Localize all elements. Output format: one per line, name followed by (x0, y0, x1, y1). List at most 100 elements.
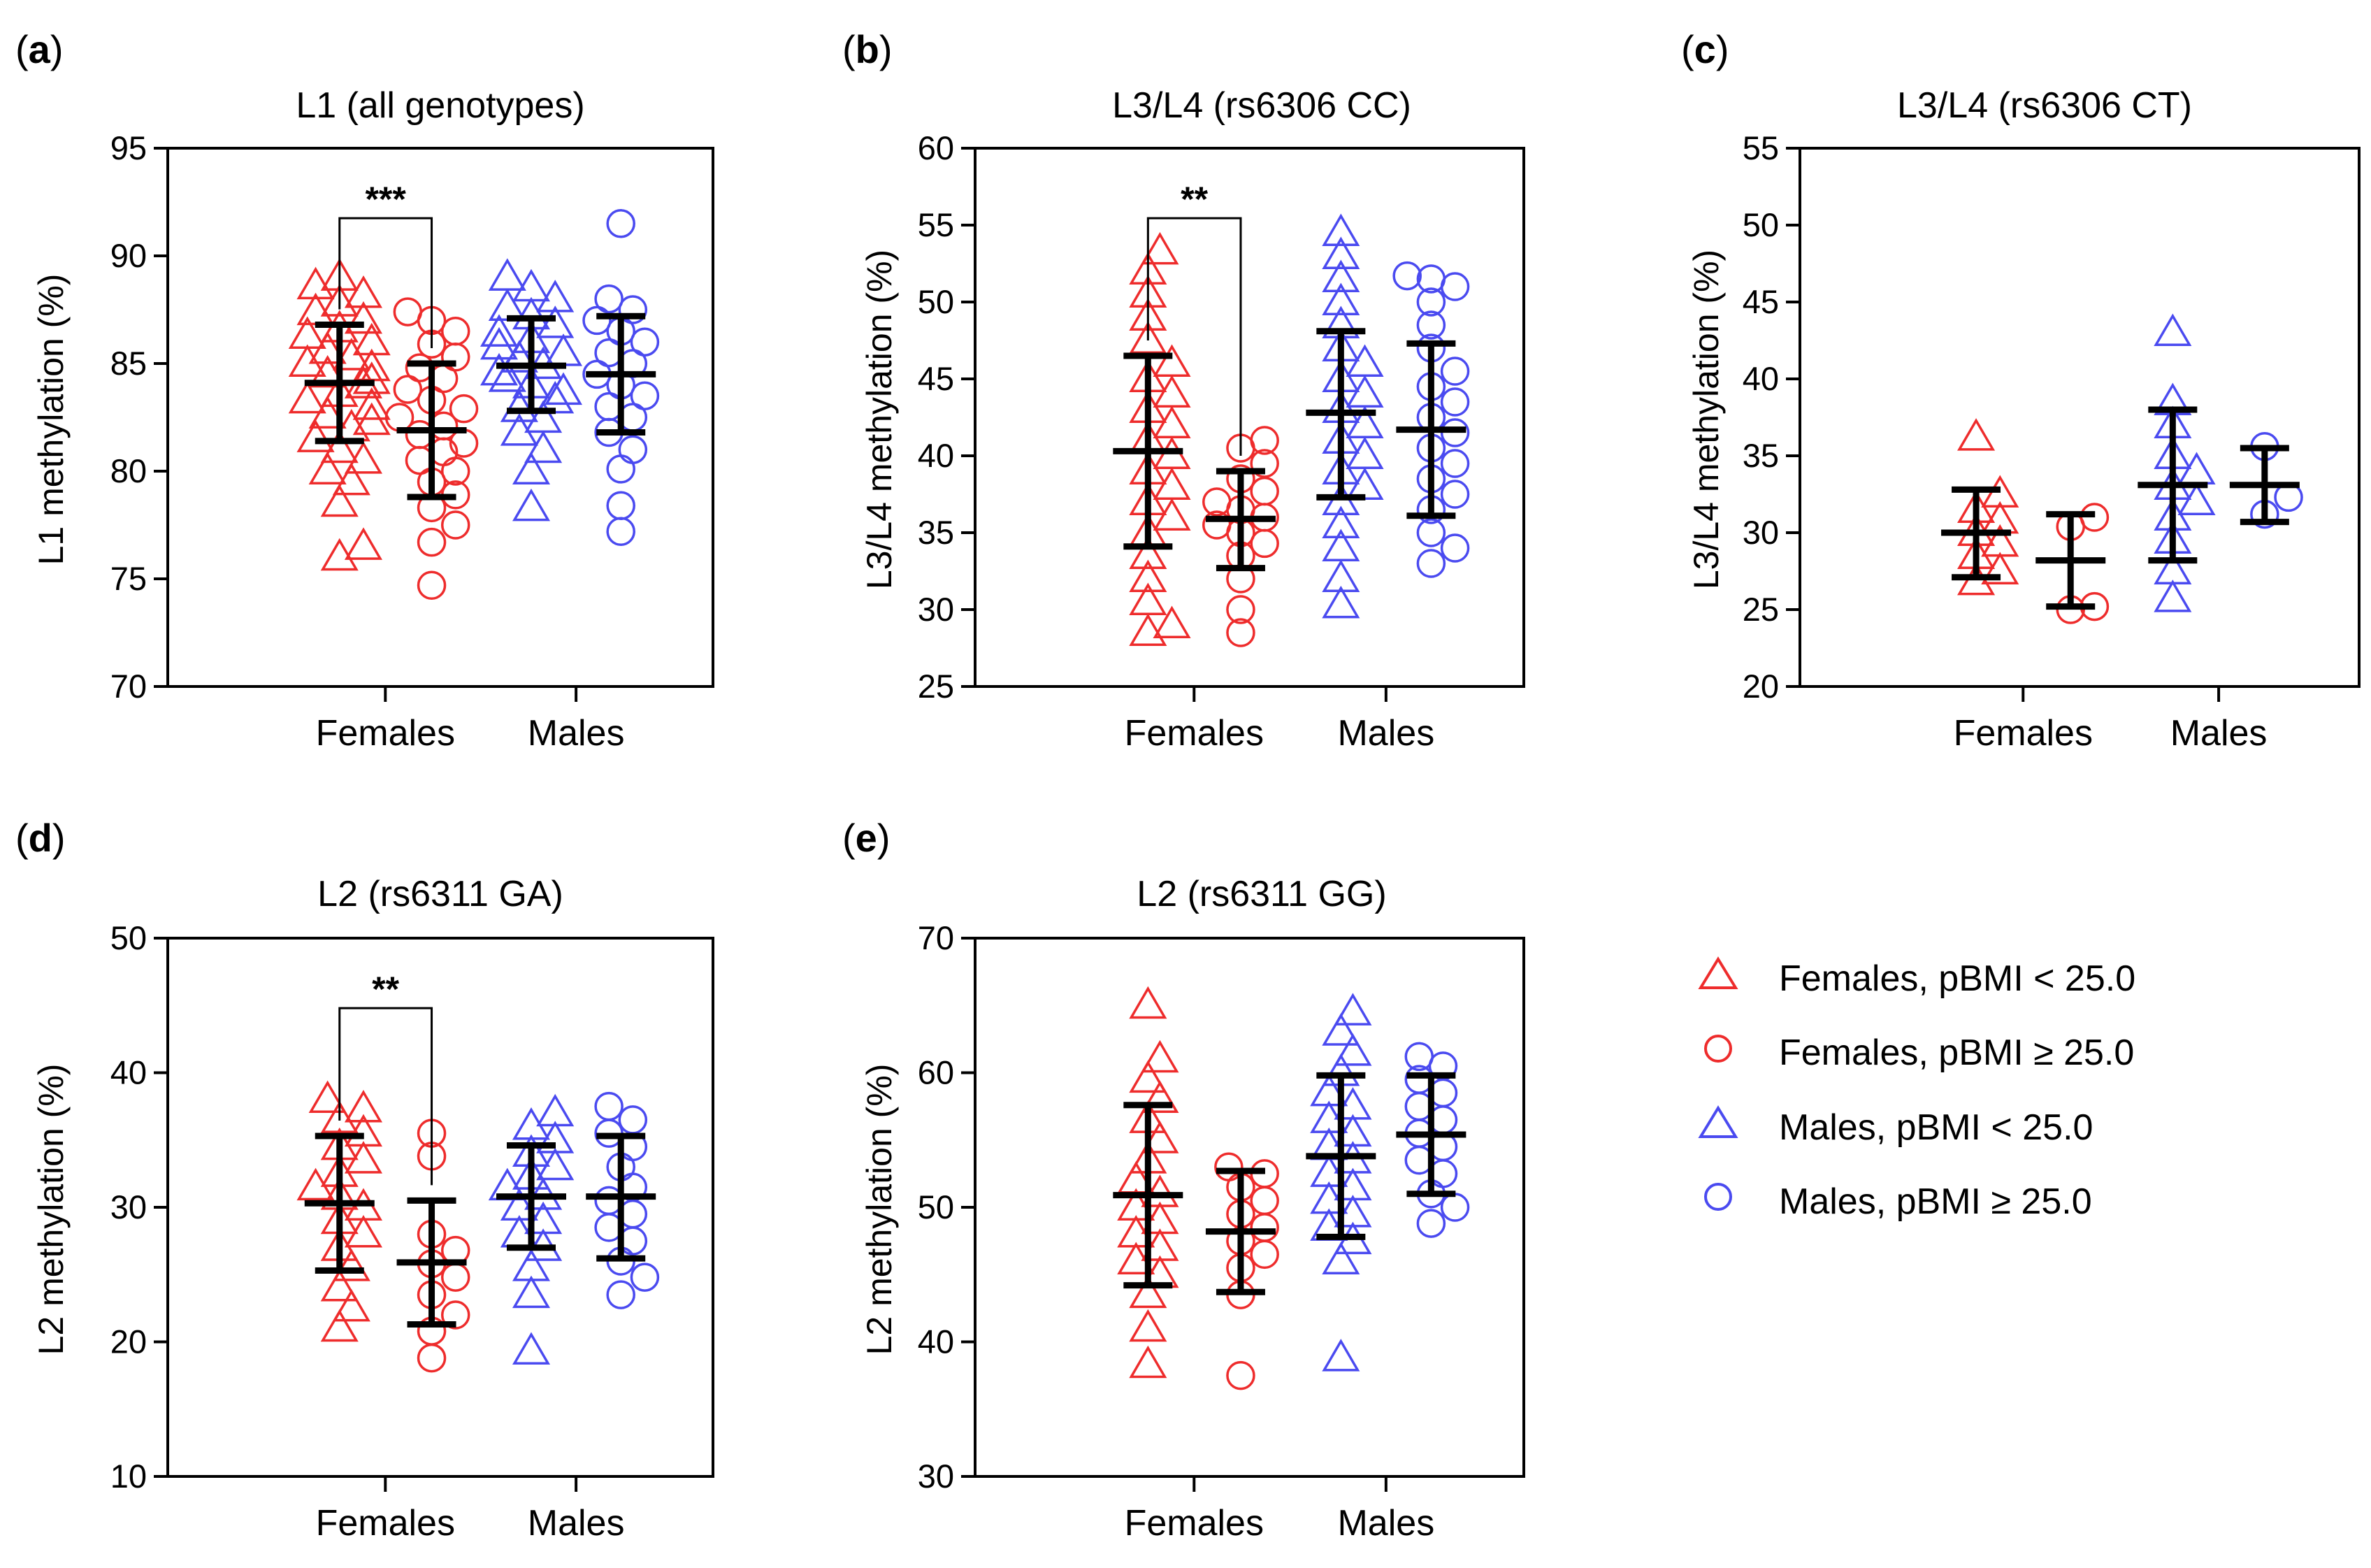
data-point-triangle (296, 419, 335, 452)
y-tick-label: 60 (918, 129, 954, 166)
data-point-triangle (1141, 231, 1179, 265)
data-point-triangle (1322, 1339, 1360, 1372)
data-point-circle (440, 1300, 470, 1330)
data-point-triangle (1141, 1080, 1179, 1114)
data-point-triangle (296, 266, 335, 300)
panel-e-title: L2 (rs6311 GG) (1137, 874, 1386, 914)
data-point-circle (1416, 310, 1446, 340)
data-point-circle (630, 381, 660, 410)
data-point-circle (417, 527, 447, 557)
y-tick-label: 95 (110, 129, 147, 166)
y-tick-label: 55 (918, 206, 954, 243)
data-point-circle (630, 1263, 660, 1292)
panel-c-label: (c) (1681, 27, 1729, 71)
legend-item: Males, pBMI ≥ 25.0 (1704, 1181, 2092, 1222)
data-point-circle (449, 394, 479, 424)
legend-item: Males, pBMI < 25.0 (1698, 1105, 2093, 1148)
data-point-triangle (1129, 582, 1167, 616)
data-point-circle (1226, 618, 1255, 647)
data-point-triangle (320, 284, 359, 317)
data-point-triangle (288, 316, 326, 349)
data-point-triangle (2154, 580, 2192, 612)
data-point-triangle (1129, 1060, 1167, 1093)
y-tick-label: 30 (110, 1188, 147, 1225)
x-category-label: Females (1125, 713, 1264, 754)
significance-label: *** (365, 180, 406, 219)
data-point-triangle (1957, 418, 1996, 451)
legend-label-males-low: Males, pBMI < 25.0 (1779, 1107, 2093, 1148)
y-tick-label: 55 (1743, 129, 1779, 166)
data-point-triangle (480, 352, 519, 386)
y-tick-label: 85 (110, 345, 147, 382)
data-point-circle (1404, 1042, 1434, 1072)
y-tick-label: 90 (110, 237, 147, 274)
x-category-label: Females (316, 713, 455, 754)
x-category-label: Females (1954, 713, 2093, 754)
y-tick-label: 30 (918, 1458, 954, 1495)
data-point-circle (594, 284, 624, 314)
data-point-circle (1440, 357, 1470, 386)
panel-e-letter: e (856, 816, 877, 860)
data-point-circle (1250, 426, 1279, 455)
panel-c-letter: c (1694, 27, 1716, 71)
x-category-label: Males (1337, 713, 1434, 754)
panel-d-letter: d (29, 816, 52, 860)
data-point-triangle (308, 452, 347, 485)
legend-triangle-marker (1698, 956, 1738, 989)
plot-frame (974, 147, 1525, 688)
data-point-triangle (488, 359, 526, 392)
data-point-circle (1250, 449, 1279, 478)
panel-a-label: (a) (15, 27, 63, 71)
data-point-triangle (512, 452, 551, 485)
y-tick-label: 50 (918, 1188, 954, 1225)
data-point-circle (1392, 261, 1422, 291)
significance-label: ** (1181, 180, 1208, 219)
data-point-triangle (480, 314, 519, 347)
data-point-circle (618, 295, 648, 324)
y-tick-label: 25 (1743, 591, 1779, 628)
panel-d-title: L2 (rs6311 GA) (317, 874, 563, 914)
data-point-triangle (320, 1269, 359, 1302)
y-tick-label: 70 (110, 668, 147, 705)
data-point-triangle (1141, 1121, 1179, 1153)
data-point-circle (1214, 1152, 1244, 1181)
y-tick-label: 50 (1743, 206, 1779, 243)
data-point-triangle (544, 372, 583, 405)
y-tick-label: 50 (918, 283, 954, 320)
data-point-triangle (1334, 993, 1372, 1026)
data-point-triangle (320, 1309, 359, 1342)
data-point-circle (618, 435, 648, 464)
significance-label: ** (372, 970, 399, 1009)
panel-a-title: L1 (all genotypes) (296, 85, 584, 126)
panel-d-label: (d) (15, 816, 66, 860)
y-tick-label: 80 (110, 452, 147, 489)
y-tick-label: 50 (110, 919, 147, 956)
legend-item: Females, pBMI ≥ 25.0 (1704, 1033, 2134, 1073)
data-point-triangle (352, 322, 391, 356)
y-tick-label: 35 (1743, 437, 1779, 474)
panel-b-ylabel: L3/L4 methylation (%) (860, 250, 899, 589)
data-point-circle (594, 1091, 624, 1121)
panel-e-label: (e) (842, 816, 890, 860)
data-point-triangle (2154, 552, 2192, 585)
data-point-triangle (500, 389, 538, 422)
data-point-triangle (1129, 986, 1167, 1019)
data-point-circle (393, 297, 423, 326)
panel-b-title: L3/L4 (rs6306 CC) (1112, 85, 1411, 126)
data-point-triangle (1322, 505, 1360, 539)
data-point-triangle (332, 1288, 370, 1322)
data-point-triangle (1129, 536, 1167, 570)
data-point-triangle (344, 301, 382, 334)
data-point-triangle (524, 430, 563, 463)
data-point-circle (1226, 595, 1255, 624)
data-point-circle (1440, 449, 1470, 478)
y-tick-label: 40 (918, 1323, 954, 1360)
data-point-triangle (2154, 313, 2192, 347)
data-point-triangle (1310, 1073, 1348, 1107)
data-point-circle (1416, 1209, 1446, 1238)
data-point-triangle (288, 344, 326, 377)
data-point-circle (1416, 287, 1446, 317)
data-point-triangle (1322, 585, 1360, 619)
